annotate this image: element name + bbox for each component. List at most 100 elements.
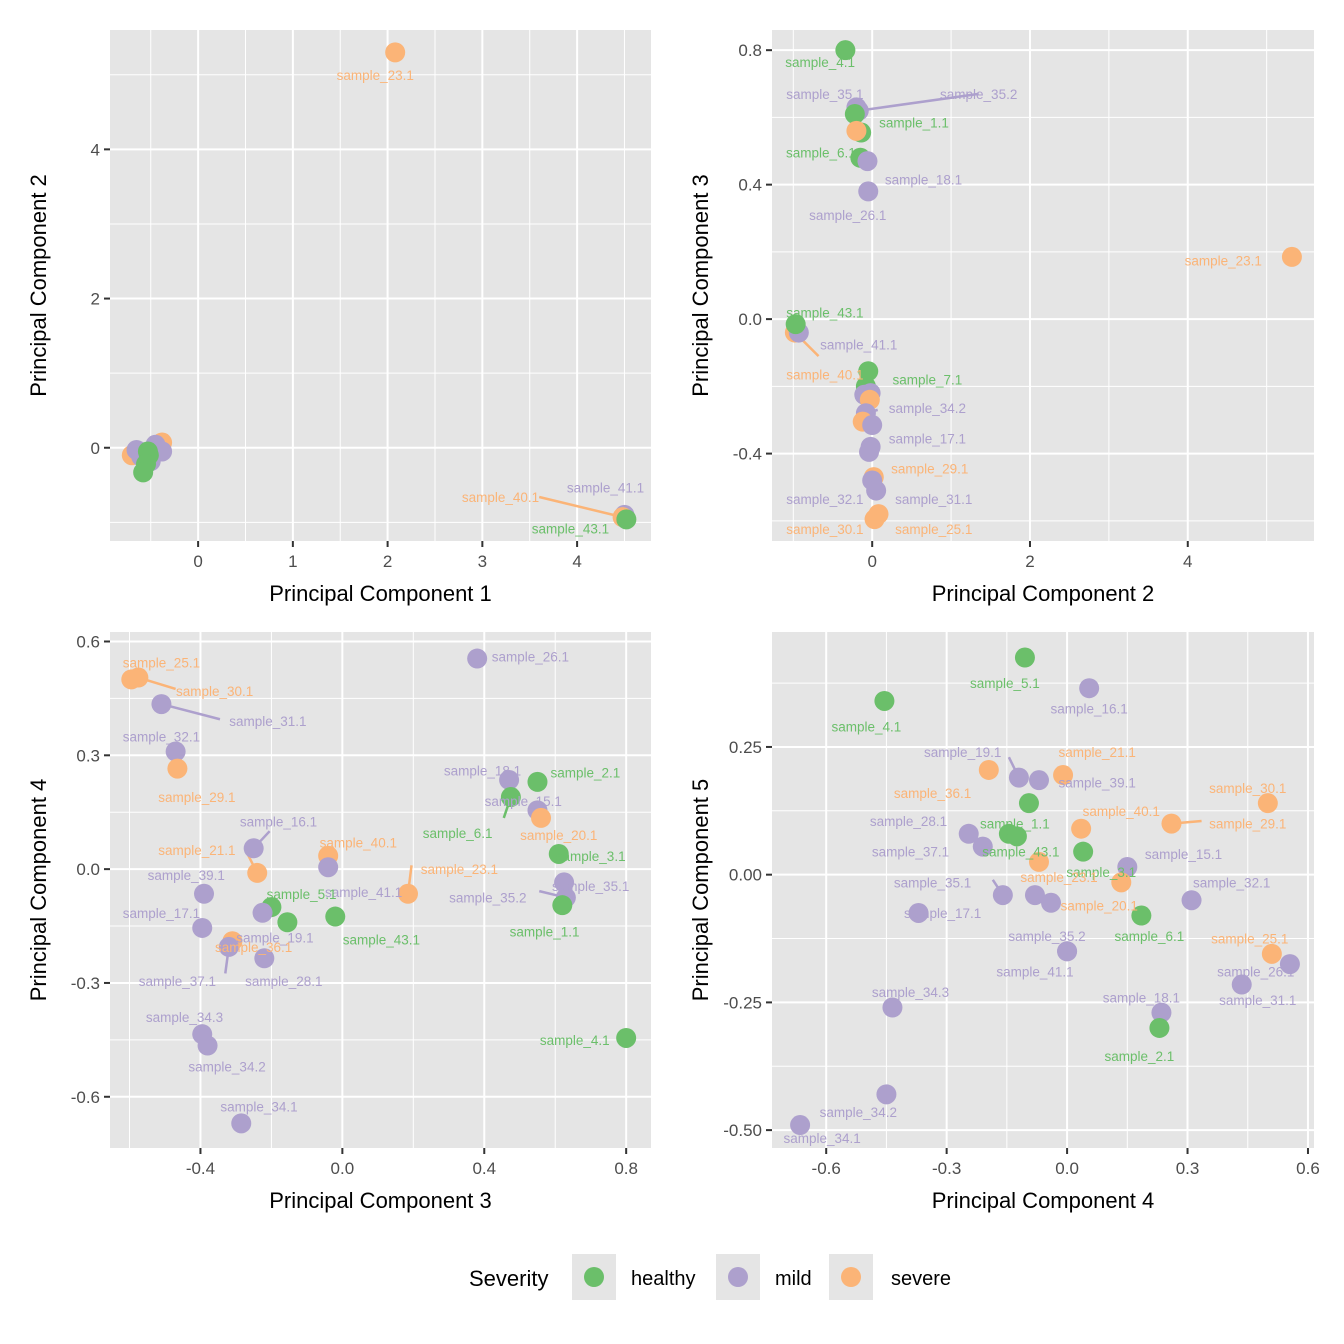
point-sample-4-1-healthy <box>616 1028 636 1048</box>
point-label: sample_28.1 <box>870 814 947 829</box>
y-tick-label: -0.4 <box>733 445 762 464</box>
legend-key-severe <box>841 1267 861 1287</box>
x-tick-label: -0.3 <box>932 1159 961 1178</box>
panel-pc3-vs-pc4: -0.40.00.40.8-0.6-0.30.00.30.6Principal … <box>26 632 651 1213</box>
point-label: sample_29.1 <box>158 790 235 805</box>
point-label: sample_5.1 <box>970 676 1040 691</box>
point-sample-25-1-severe <box>1262 944 1282 964</box>
point-sample-34-2-mild <box>198 1036 218 1056</box>
point-sample-32-1-mild <box>166 742 186 762</box>
y-axis-title: Principal Component 2 <box>26 174 51 397</box>
point-label: sample_43.1 <box>982 845 1059 860</box>
y-tick-label: -0.50 <box>723 1121 762 1140</box>
y-tick-label: -0.25 <box>723 993 762 1012</box>
y-tick-label: -0.3 <box>71 974 100 993</box>
legend-label-healthy: healthy <box>631 1268 696 1290</box>
point-sample-21-1-severe <box>247 863 267 883</box>
point-label: sample_18.1 <box>1103 990 1180 1005</box>
x-tick-label: 0 <box>193 552 202 571</box>
point-sample-30-1-severe <box>1258 793 1278 813</box>
point-label: sample_34.2 <box>188 1059 265 1074</box>
point-label: sample_25.1 <box>123 655 200 670</box>
x-tick-label: 0.6 <box>1296 1159 1320 1178</box>
point-label: sample_37.1 <box>872 845 949 860</box>
point-sample-2-1-healthy <box>527 772 547 792</box>
y-axis-title: Principal Component 3 <box>688 174 713 397</box>
panel-pc2-vs-pc3: 024-0.40.00.40.8Principal Component 2Pri… <box>688 30 1314 606</box>
panel-pc1-vs-pc2: 01234024Principal Component 1Principal C… <box>26 30 651 606</box>
point-sample-34-1-mild <box>231 1113 251 1133</box>
point-label: sample_23.1 <box>421 862 498 877</box>
point-sample-43-1-healthy <box>325 907 345 927</box>
point-label: sample_36.1 <box>894 786 971 801</box>
point-label: sample_40.1 <box>786 368 863 383</box>
point-sample-35-1-mild <box>993 885 1013 905</box>
legend-label-mild: mild <box>775 1268 812 1290</box>
point-sample-17-1-mild <box>192 918 212 938</box>
point-sample-19-1-mild <box>1009 768 1029 788</box>
point-label: sample_18.1 <box>885 173 962 188</box>
y-tick-label: 0.25 <box>729 738 762 757</box>
point-label: sample_34.2 <box>889 401 966 416</box>
point-label: sample_5.1 <box>267 887 337 902</box>
point-label: sample_41.1 <box>325 885 402 900</box>
point-sample-4-1-healthy <box>874 691 894 711</box>
point-sample-20-1-severe <box>531 808 551 828</box>
point-label: sample_6.1 <box>423 826 493 841</box>
point-label: sample_35.1 <box>786 87 863 102</box>
point-sample-23-1-severe <box>385 42 405 62</box>
point-label: sample_1.1 <box>510 925 580 940</box>
point-sample-28-1-mild <box>859 442 879 462</box>
point-label: sample_31.1 <box>1219 993 1296 1008</box>
x-tick-label: 1 <box>288 552 297 571</box>
y-axis-title: Principal Component 5 <box>688 779 713 1002</box>
point-label: sample_34.3 <box>872 985 949 1000</box>
point-label: sample_2.1 <box>1104 1049 1174 1064</box>
y-tick-label: 0.6 <box>76 632 100 651</box>
x-axis-title: Principal Component 3 <box>269 1188 492 1213</box>
point-sample-31-1-mild <box>866 481 886 501</box>
point-label: sample_28.1 <box>245 974 322 989</box>
point-sample-32-1-mild <box>1182 890 1202 910</box>
point-sample-29-1-severe <box>1161 814 1181 834</box>
point-sample-34-2-mild <box>876 1084 896 1104</box>
point-label: sample_26.1 <box>492 650 569 665</box>
x-tick-label: 4 <box>1183 552 1192 571</box>
point-label: sample_35.1 <box>552 879 629 894</box>
point-label: sample_1.1 <box>879 115 949 130</box>
point-label: sample_4.1 <box>785 55 855 70</box>
point-label: sample_35.2 <box>1008 929 1085 944</box>
point-sample-16-1-mild <box>1079 678 1099 698</box>
point-label: sample_25.1 <box>1211 932 1288 947</box>
legend: Severity healthy mild severe <box>469 1254 951 1300</box>
point-sample-26-1-mild <box>858 181 878 201</box>
point-label: sample_34.3 <box>146 1010 223 1025</box>
point-label: sample_4.1 <box>540 1033 610 1048</box>
point-label: sample_20.1 <box>1061 898 1138 913</box>
x-tick-label: 2 <box>1025 552 1034 571</box>
x-axis-title: Principal Component 1 <box>269 581 492 606</box>
point-sample-29-1-severe <box>167 759 187 779</box>
point-sample-34-3-mild <box>882 998 902 1018</box>
point-label: sample_19.1 <box>924 745 1001 760</box>
y-tick-label: -0.6 <box>71 1088 100 1107</box>
point-sample-19-1-healthy <box>277 912 297 932</box>
point-sample-5-1-healthy <box>1015 648 1035 668</box>
point-sample-39-1-mild <box>194 884 214 904</box>
point-label: sample_17.1 <box>123 906 200 921</box>
y-tick-label: 4 <box>91 140 100 159</box>
point-sample-41-1a-mild <box>1041 893 1061 913</box>
point-label: sample_18.1 <box>444 763 521 778</box>
point-label: sample_23.1 <box>1020 870 1097 885</box>
point-label: sample_6.1 <box>1114 929 1184 944</box>
point-sample-36-1-severe <box>979 760 999 780</box>
point-sample-40-1-severe <box>1071 819 1091 839</box>
x-tick-label: -0.6 <box>812 1159 841 1178</box>
point-label: sample_39.1 <box>148 868 225 883</box>
point-sample-1-1-healthy <box>552 895 572 915</box>
point-label: sample_31.1 <box>895 492 972 507</box>
point-label: sample_21.1 <box>1059 745 1136 760</box>
point-label: sample_35.2 <box>940 87 1017 102</box>
x-tick-label: 0 <box>867 552 876 571</box>
x-tick-label: -0.4 <box>186 1159 215 1178</box>
